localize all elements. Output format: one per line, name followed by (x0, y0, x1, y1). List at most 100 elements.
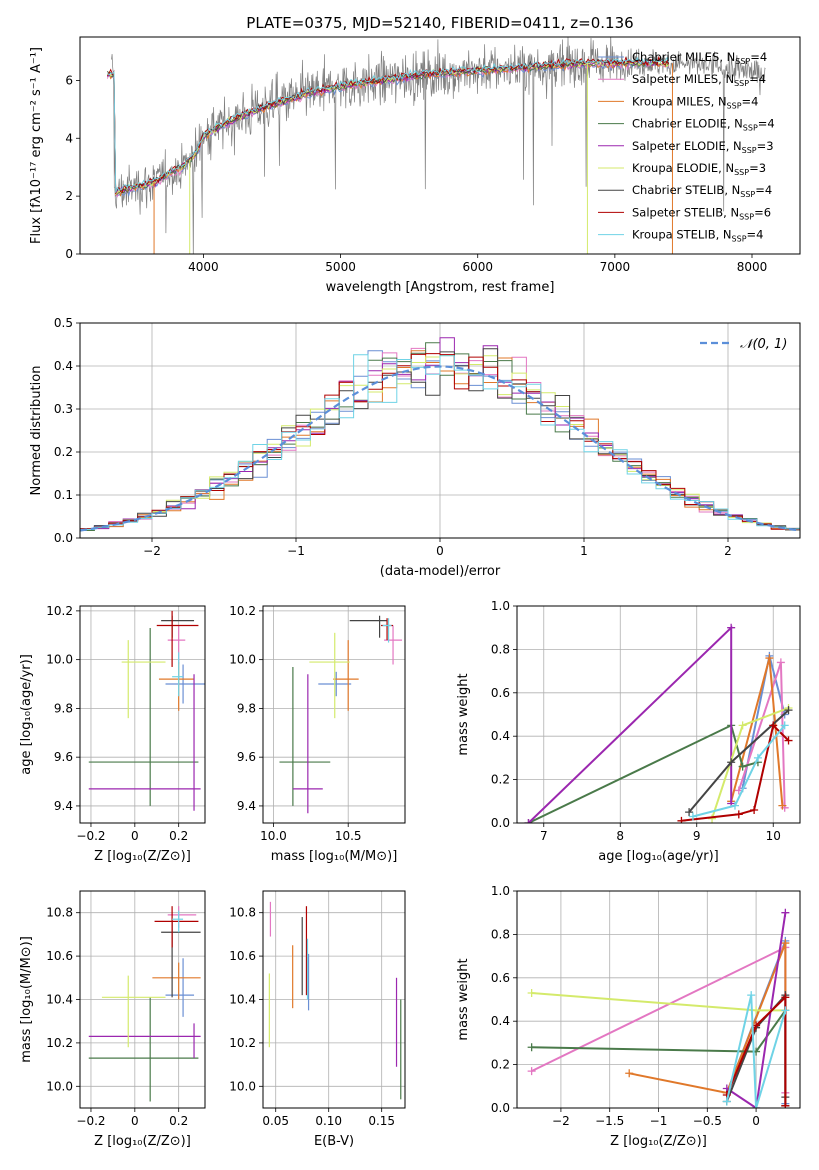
y-tick-label: 4 (65, 131, 73, 145)
x-tick-label: 10.0 (260, 829, 287, 843)
legend-entry-kroupa_stelib: Kroupa STELIB, NSSP=4 (632, 228, 763, 244)
plot-area (263, 606, 405, 823)
weight-marker-kroupa_miles (778, 801, 787, 810)
weight-marker-salpeter_miles (527, 1067, 536, 1076)
legend-subscript: SSP (739, 212, 754, 221)
legend-label: Kroupa MILES, N (632, 94, 727, 108)
weight-marker-salpeter_elodie (781, 908, 790, 917)
weight-marker-kroupa_elodie (527, 988, 536, 997)
plot-area (517, 606, 800, 823)
legend-suffix: =6 (754, 205, 771, 219)
panel-z_mass: −0.2 0 0.2 10.0 10.2 10.4 10.6 10.8 Z [log₁₀(Z/Z… (19, 890, 206, 1149)
model-spectrum-salpeter_stelib (107, 55, 670, 195)
axes-frame (79, 890, 206, 1109)
x-axis-label: Z [log₁₀(Z/Z⊙)] (94, 849, 191, 864)
weight-marker-salpeter_stelib (769, 721, 778, 730)
legend-label: Chabrier ELODIE, N (632, 117, 743, 131)
legend-subscript: SSP (735, 57, 750, 66)
y-tick-label: 10.0 (229, 1079, 256, 1093)
weight-marker-kroupa_stelib (752, 1104, 761, 1108)
y-tick-label: 9.4 (237, 799, 256, 813)
weight-marker-kroupa_elodie (708, 814, 717, 823)
y-tick-label: 1.0 (491, 599, 510, 613)
x-tick-label: 0 (131, 1114, 139, 1128)
weight-marker-chabrier_stelib (784, 706, 793, 715)
x-tick-label: 9 (693, 829, 701, 843)
legend-entry-chabrier_stelib: Chabrier STELIB, NSSP=4 (632, 183, 772, 199)
axes-frame (79, 322, 801, 539)
x-tick-label: 0 (436, 544, 444, 558)
x-tick-label: −0.5 (693, 1114, 722, 1128)
model-spectrum-kroupa_stelib (107, 56, 670, 193)
weight-marker-kroupa_stelib (781, 1006, 790, 1015)
x-tick-label: 0 (752, 1114, 760, 1128)
y-axis-label: age [log₁₀(age/yr)] (19, 654, 34, 775)
x-tick-label: 0.2 (169, 829, 188, 843)
histogram-kroupa_stelib (80, 354, 800, 530)
legend-entry-kroupa_elodie: Kroupa ELODIE, NSSP=3 (632, 161, 766, 177)
x-tick-label: 0.15 (368, 1114, 395, 1128)
y-axis-label: mass [log₁₀(M/M⊙)] (19, 936, 34, 1063)
x-axis-label: (data-model)/error (380, 564, 501, 579)
axes-frame (262, 605, 406, 824)
weight-marker-salpeter_stelib (781, 993, 790, 1002)
y-tick-label: 10.2 (46, 604, 73, 618)
y-axis-label: Flux [fλ10⁻¹⁷ erg cm⁻² s⁻¹ A⁻¹] (29, 47, 44, 244)
y-tick-label: 10.2 (46, 1036, 73, 1050)
y-tick-label: 0.4 (491, 1014, 510, 1028)
legend-suffix: =4 (747, 228, 764, 242)
plot-area (80, 606, 205, 823)
y-tick-label: 0.2 (491, 1058, 510, 1072)
x-tick-label: 0.2 (169, 1114, 188, 1128)
weight-marker-kroupa_stelib (688, 812, 697, 821)
x-tick-label: −1.5 (595, 1114, 624, 1128)
x-tick-label: 0.10 (315, 1114, 342, 1128)
axes-frame (516, 605, 801, 824)
legend-label: Kroupa STELIB, N (632, 228, 732, 242)
weight-marker-kroupa_miles (625, 1069, 634, 1078)
legend-label: Salpeter ELODIE, N (632, 139, 742, 153)
weight-line-kroupa_stelib (692, 724, 786, 818)
x-tick-label: 8000 (737, 260, 768, 274)
x-tick-label: 0.05 (262, 1114, 289, 1128)
legend-label: Kroupa ELODIE, N (632, 161, 734, 175)
y-tick-label: 0 (65, 247, 73, 261)
weight-marker-kroupa_stelib (780, 721, 789, 730)
legend-subscript: SSP (734, 79, 749, 88)
legend-entry-normal: 𝒩(0, 1) (740, 337, 787, 352)
x-tick-label: 4000 (188, 260, 219, 274)
weight-marker-chabrier_elodie (738, 762, 747, 771)
panel-z_age: −0.2 0 0.2 9.4 9.6 9.8 10.0 10.2 Z [log₁₀(Z/Z⊙)]… (19, 604, 206, 864)
weight-marker-salpeter_stelib (750, 805, 759, 814)
weight-line-salpeter_elodie (726, 912, 787, 1108)
y-tick-label: 10.8 (229, 906, 256, 920)
legend-suffix: =4 (755, 183, 772, 197)
legend-label: Salpeter MILES, N (632, 72, 734, 86)
legend-subscript: SSP (727, 101, 742, 110)
plot-area (80, 323, 800, 538)
panel-mass_age: 10.0 10.5 9.4 9.6 9.8 10.0 10.2 mass [log₁₀(M/M… (229, 604, 406, 864)
weight-marker-salpeter_elodie (524, 819, 533, 823)
weight-marker-salpeter_stelib (784, 736, 793, 745)
y-axis-label: mass weight (456, 673, 471, 755)
x-tick-label: −0.2 (76, 1114, 105, 1128)
weight-line-salpeter_stelib (725, 994, 787, 1106)
y-tick-label: 10.6 (229, 949, 256, 963)
weight-marker-kroupa_stelib (753, 753, 762, 762)
y-tick-label: 0.0 (54, 531, 73, 545)
y-tick-label: 10.2 (229, 604, 256, 618)
y-tick-label: 0.2 (54, 445, 73, 459)
x-tick-label: −0.2 (76, 829, 105, 843)
x-axis-label: wavelength [Angstrom, rest frame] (326, 280, 555, 295)
y-axis-label: mass weight (456, 958, 471, 1040)
y-tick-label: 10.0 (229, 653, 256, 667)
y-tick-label: 9.6 (237, 750, 256, 764)
model-spectrum-chabrier_miles (107, 60, 669, 198)
axes-frame (79, 36, 801, 255)
legend-subscript: SSP (734, 168, 749, 177)
x-tick-label: 7 (540, 829, 548, 843)
y-tick-label: 0.3 (54, 402, 73, 416)
x-tick-label: −2 (552, 1114, 570, 1128)
legend-label: Chabrier MILES, N (632, 50, 735, 64)
